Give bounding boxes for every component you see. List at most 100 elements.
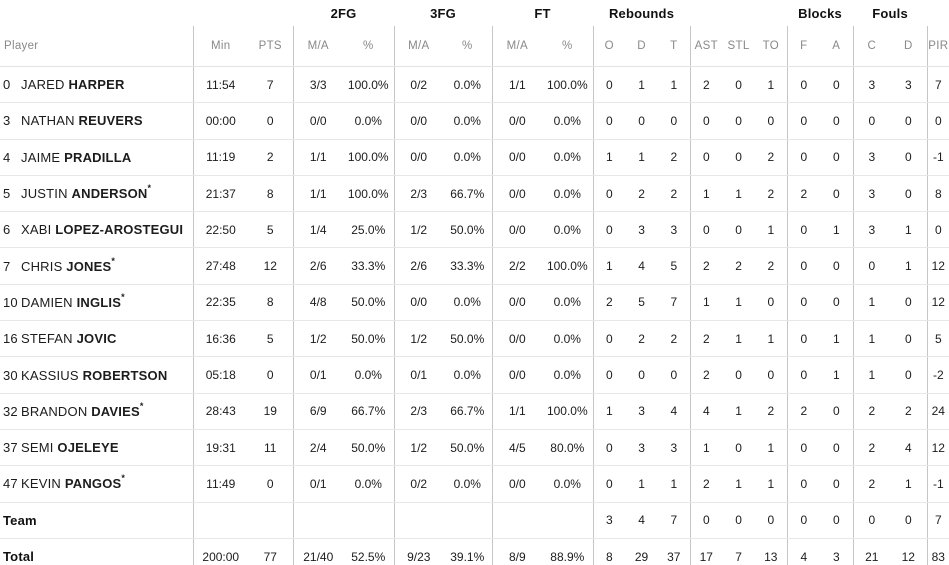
cell-blk-f: 2 — [786, 393, 821, 430]
cell-fg3-pct: 50.0% — [443, 211, 493, 249]
cell-fg2-pct — [343, 502, 395, 539]
cell-foul-c: 1 — [852, 284, 891, 322]
cell-pir: 8 — [926, 175, 949, 213]
player-cell[interactable]: 32 BRANDON DAVIES* — [0, 393, 193, 430]
cell-pts: 5 — [248, 211, 293, 249]
cell-foul-c: 3 — [852, 66, 891, 104]
cell-to: 0 — [755, 356, 788, 394]
cell-to: 0 — [755, 102, 788, 140]
player-name[interactable]: DAMIEN INGLIS* — [21, 291, 125, 310]
cell-foul-c: 0 — [852, 102, 891, 140]
cell-stl: 0 — [722, 429, 756, 467]
cell-ft-pct: 0.0% — [542, 139, 594, 176]
cell-to: 2 — [755, 139, 788, 176]
player-cell[interactable]: 16 STEFAN JOVIC — [0, 320, 193, 358]
cell-ft-ma: 0/0 — [491, 175, 543, 213]
cell-min: 200:00 — [192, 538, 248, 565]
cell-pts: 8 — [248, 284, 293, 322]
jersey-number: 6 — [3, 222, 11, 238]
col-header-ast: AST — [689, 26, 723, 67]
cell-pts: 0 — [248, 102, 293, 140]
cell-reb-o: 0 — [592, 320, 626, 358]
cell-to: 1 — [755, 66, 788, 104]
cell-ft-ma: 0/0 — [491, 356, 543, 394]
cell-ast: 1 — [689, 284, 723, 322]
cell-blk-a: 0 — [820, 66, 854, 104]
player-name[interactable]: JUSTIN ANDERSON* — [21, 183, 152, 202]
cell-fg2-pct: 100.0% — [343, 175, 395, 213]
player-name[interactable]: KASSIUS ROBERTSON — [21, 367, 168, 383]
jersey-number: 3 — [3, 113, 11, 129]
player-name[interactable]: BRANDON DAVIES* — [21, 400, 144, 419]
player-name[interactable]: JARED HARPER — [21, 77, 125, 93]
player-cell[interactable]: 10 DAMIEN INGLIS* — [0, 284, 193, 322]
player-name[interactable]: STEFAN JOVIC — [21, 331, 117, 347]
player-cell[interactable]: 30 KASSIUS ROBERTSON — [0, 356, 193, 394]
player-cell[interactable]: 47 KEVIN PANGOS* — [0, 465, 193, 503]
cell-fg3-ma — [393, 502, 444, 539]
player-cell[interactable]: 6 XABI LOPEZ-AROSTEGUI — [0, 211, 193, 249]
player-cell[interactable]: 3 NATHAN REUVERS — [0, 102, 193, 140]
jersey-number: 16 — [3, 331, 18, 347]
cell-reb-o: 3 — [592, 502, 626, 539]
player-cell[interactable]: 5 JUSTIN ANDERSON* — [0, 175, 193, 213]
cell-pir: -1 — [926, 465, 949, 503]
cell-to: 1 — [755, 320, 788, 358]
group-header-row: 2FG 3FG FT Rebounds Blocks Fouls — [0, 0, 949, 26]
cell-min — [192, 502, 248, 539]
cell-fg2-pct: 100.0% — [343, 139, 395, 176]
cell-foul-c: 3 — [852, 139, 891, 176]
cell-min: 00:00 — [192, 102, 248, 140]
group-header-fouls: Fouls — [872, 5, 908, 21]
player-name[interactable]: XABI LOPEZ-AROSTEGUI — [21, 222, 184, 238]
table-row: 32 BRANDON DAVIES* 28:43 19 6/9 66.7% 2/3 66.7%… — [0, 393, 949, 430]
table-row: Team 3 4 7 0 0 0 0 0 0 0 7 — [0, 502, 949, 539]
player-name[interactable]: SEMI OJELEYE — [21, 440, 119, 456]
player-last-name: JOVIC — [76, 331, 117, 347]
cell-blk-a: 1 — [820, 211, 854, 249]
cell-blk-a: 1 — [820, 356, 854, 394]
cell-reb-t: 0 — [658, 102, 691, 140]
cell-min: 22:50 — [192, 211, 248, 249]
jersey-number: 7 — [3, 258, 11, 274]
cell-foul-c: 2 — [852, 429, 891, 467]
cell-ft-ma: 0/0 — [491, 139, 543, 176]
cell-ft-ma: 2/2 — [491, 247, 543, 285]
player-cell[interactable]: 7 CHRIS JONES* — [0, 247, 193, 285]
jersey-number: 37 — [3, 440, 18, 456]
cell-pir: 0 — [926, 102, 949, 140]
cell-blk-a: 3 — [820, 538, 854, 565]
cell-foul-c: 21 — [852, 538, 891, 565]
cell-fg2-ma: 2/6 — [292, 247, 343, 285]
cell-ast: 0 — [689, 102, 723, 140]
col-header-ft-ma: M/A — [491, 26, 543, 67]
player-name[interactable]: JAIME PRADILLA — [21, 149, 132, 165]
cell-ft-ma: 0/0 — [491, 284, 543, 322]
cell-pts: 0 — [248, 356, 293, 394]
cell-pts — [248, 502, 293, 539]
cell-fg2-pct: 33.3% — [343, 247, 395, 285]
player-cell[interactable]: 37 SEMI OJELEYE — [0, 429, 193, 467]
cell-reb-o: 0 — [592, 102, 626, 140]
cell-ast: 0 — [689, 211, 723, 249]
cell-fg2-pct: 0.0% — [343, 356, 395, 394]
table-row: 4 JAIME PRADILLA 11:19 2 1/1 100.0% 0/0 0.0% 0/0… — [0, 139, 949, 176]
cell-min: 22:35 — [192, 284, 248, 322]
jersey-number: 32 — [3, 403, 18, 419]
cell-ft-ma: 0/0 — [491, 211, 543, 249]
cell-pir: 7 — [926, 502, 949, 539]
player-cell[interactable]: 0 JARED HARPER — [0, 66, 193, 104]
cell-reb-d: 0 — [625, 356, 659, 394]
player-name[interactable]: CHRIS JONES* — [21, 255, 116, 274]
cell-to: 13 — [755, 538, 788, 565]
cell-blk-f: 0 — [786, 356, 821, 394]
player-last-name: LOPEZ-AROSTEGUI — [55, 222, 184, 238]
player-name[interactable]: NATHAN REUVERS — [21, 113, 143, 129]
cell-reb-o: 2 — [592, 284, 626, 322]
player-cell[interactable]: 4 JAIME PRADILLA — [0, 139, 193, 176]
cell-foul-d: 1 — [890, 211, 928, 249]
player-name[interactable]: KEVIN PANGOS* — [21, 473, 126, 492]
cell-reb-d: 0 — [625, 102, 659, 140]
cell-blk-a: 0 — [820, 284, 854, 322]
cell-pir: -1 — [926, 139, 949, 176]
